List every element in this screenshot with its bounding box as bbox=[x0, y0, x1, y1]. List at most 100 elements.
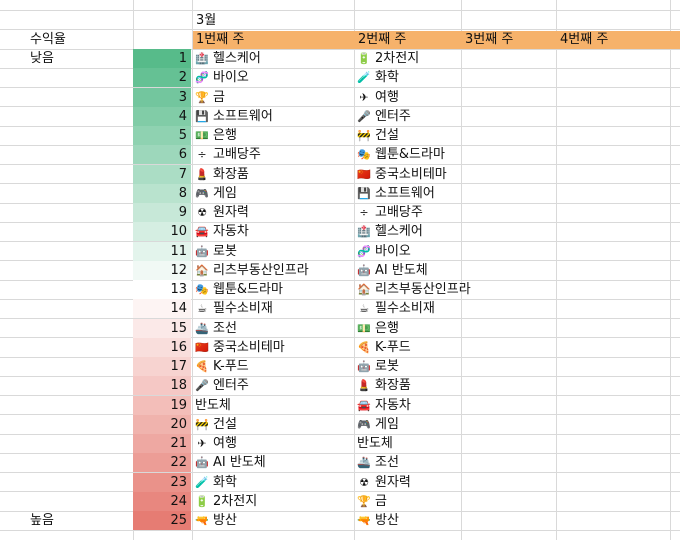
week-2-sector-cell[interactable]: 🏥 헬스케어 bbox=[357, 222, 423, 241]
month-label[interactable]: 3월 bbox=[196, 13, 217, 28]
week-2-sector-cell[interactable]: 🇨🇳 중국소비테마 bbox=[357, 165, 447, 184]
week-1-sector-cell[interactable]: ✈ 여행 bbox=[195, 434, 237, 453]
week-2-sector-cell[interactable]: ÷ 고배당주 bbox=[357, 203, 422, 222]
sector-icon: 🏠 bbox=[357, 283, 371, 296]
week-1-sector-cell[interactable]: 🏥 헬스케어 bbox=[195, 49, 261, 68]
grid-line bbox=[0, 452, 680, 454]
week-2-sector-cell[interactable]: 🧬 바이오 bbox=[357, 242, 411, 261]
high-label[interactable]: 높음 bbox=[30, 513, 54, 528]
rank-cell[interactable]: 9 bbox=[133, 203, 191, 222]
grid-line bbox=[0, 144, 680, 146]
rank-cell[interactable]: 6 bbox=[133, 145, 191, 165]
week-2-sector-cell[interactable]: 🏠 리츠부동산인프라 bbox=[357, 280, 471, 299]
rank-cell[interactable]: 3 bbox=[133, 87, 191, 107]
week-2-sector-cell[interactable]: ✈ 여행 bbox=[357, 88, 399, 107]
week-2-sector-cell[interactable]: 🚧 건설 bbox=[357, 126, 399, 145]
week-2-sector-cell[interactable]: 🏆 금 bbox=[357, 492, 387, 511]
rank-cell[interactable]: 24 bbox=[133, 491, 191, 511]
rank-cell[interactable]: 16 bbox=[133, 337, 191, 357]
week-1-sector-cell[interactable]: ☕ 필수소비재 bbox=[195, 299, 273, 318]
week-2-sector-cell[interactable]: ☢ 원자력 bbox=[357, 473, 411, 492]
week-1-sector-cell[interactable]: 💾 소프트웨어 bbox=[195, 107, 273, 126]
sector-icon: ☢ bbox=[197, 206, 207, 219]
rank-cell[interactable]: 2 bbox=[133, 68, 191, 88]
week-2-sector-cell[interactable]: 🤖 AI 반도체 bbox=[357, 261, 428, 280]
week-1-header[interactable]: 1번째 주 bbox=[196, 32, 245, 47]
week-1-sector-cell[interactable]: 🍕 K-푸드 bbox=[195, 357, 249, 376]
rank-cell[interactable]: 14 bbox=[133, 299, 191, 319]
week-1-sector-cell[interactable]: 반도체 bbox=[195, 396, 231, 415]
rank-cell[interactable]: 18 bbox=[133, 376, 191, 396]
rank-cell[interactable]: 4 bbox=[133, 106, 191, 126]
sector-icon: 🏆 bbox=[195, 90, 209, 104]
rank-cell[interactable]: 22 bbox=[133, 453, 191, 473]
rank-cell[interactable]: 1 bbox=[133, 49, 191, 68]
low-label[interactable]: 낮음 bbox=[30, 51, 54, 66]
week-2-sector-cell[interactable]: 🔋 2차전지 bbox=[357, 49, 419, 68]
rank-cell[interactable]: 15 bbox=[133, 318, 191, 338]
rank-cell[interactable]: 8 bbox=[133, 183, 191, 203]
sector-icon: ☢ bbox=[359, 475, 369, 489]
week-2-sector-cell[interactable]: 🚢 조선 bbox=[357, 453, 399, 472]
week-2-sector-cell[interactable]: 🤖 로봇 bbox=[357, 357, 399, 376]
week-1-sector-cell[interactable]: 🏆 금 bbox=[195, 88, 225, 107]
rank-cell[interactable]: 7 bbox=[133, 164, 191, 184]
week-3-header[interactable]: 3번째 주 bbox=[465, 32, 514, 47]
week-1-sector-cell[interactable]: 🤖 로봇 bbox=[195, 242, 237, 261]
sector-icon: 🧬 bbox=[195, 71, 209, 85]
sector-label: 자동차 bbox=[213, 224, 249, 240]
sector-icon: 🧪 bbox=[195, 475, 209, 489]
week-1-sector-cell[interactable]: 💵 은행 bbox=[195, 126, 237, 145]
week-2-sector-cell[interactable]: 🍕 K-푸드 bbox=[357, 338, 411, 357]
week-1-sector-cell[interactable]: ÷ 고배당주 bbox=[195, 145, 260, 164]
rank-cell[interactable]: 19 bbox=[133, 395, 191, 415]
week-1-sector-cell[interactable]: 🚘 자동차 bbox=[195, 222, 249, 241]
rank-cell[interactable]: 17 bbox=[133, 357, 191, 376]
week-2-sector-cell[interactable]: ☕ 필수소비재 bbox=[357, 299, 435, 318]
week-2-sector-cell[interactable]: 🧪 화학 bbox=[357, 68, 399, 87]
week-2-sector-cell[interactable]: 💵 은행 bbox=[357, 319, 399, 338]
rank-cell[interactable]: 20 bbox=[133, 414, 191, 434]
rank-cell[interactable]: 5 bbox=[133, 126, 191, 145]
sector-label: 2차전지 bbox=[375, 51, 420, 66]
week-1-sector-cell[interactable]: 🧪 화학 bbox=[195, 473, 237, 492]
week-1-sector-cell[interactable]: ☢ 원자력 bbox=[195, 203, 249, 222]
sector-label: 방산 bbox=[213, 513, 237, 528]
rank-cell[interactable]: 13 bbox=[133, 280, 191, 299]
week-2-sector-cell[interactable]: 🎮 게임 bbox=[357, 415, 399, 434]
week-2-sector-cell[interactable]: 💄 화장품 bbox=[357, 376, 411, 395]
return-label[interactable]: 수익율 bbox=[30, 32, 66, 47]
week-1-sector-cell[interactable]: 🚧 건설 bbox=[195, 415, 237, 434]
week-2-header[interactable]: 2번째 주 bbox=[358, 32, 407, 47]
week-1-sector-cell[interactable]: 🎮 게임 bbox=[195, 184, 237, 203]
week-2-sector-cell[interactable]: 🎭 웹툰&드라마 bbox=[357, 145, 445, 164]
grid-line bbox=[0, 491, 680, 493]
rank-cell[interactable]: 25 bbox=[133, 511, 191, 530]
week-1-sector-cell[interactable]: 🧬 바이오 bbox=[195, 68, 249, 87]
week-1-sector-cell[interactable]: 🔋 2차전지 bbox=[195, 492, 257, 511]
week-1-sector-cell[interactable]: 🚢 조선 bbox=[195, 319, 237, 338]
rank-cell[interactable]: 23 bbox=[133, 472, 191, 492]
week-2-sector-cell[interactable]: 🚘 자동차 bbox=[357, 396, 411, 415]
week-2-sector-cell[interactable]: 반도체 bbox=[357, 434, 393, 453]
grid-line bbox=[670, 0, 671, 540]
week-2-sector-cell[interactable]: 💾 소프트웨어 bbox=[357, 184, 435, 203]
rank-cell[interactable]: 12 bbox=[133, 260, 191, 280]
sector-label: 필수소비재 bbox=[213, 301, 273, 317]
week-2-sector-cell[interactable]: 🔫 방산 bbox=[357, 511, 399, 530]
week-1-sector-cell[interactable]: 🇨🇳 중국소비테마 bbox=[195, 338, 285, 357]
week-4-header[interactable]: 4번째 주 bbox=[560, 32, 609, 47]
week-1-sector-cell[interactable]: 🤖 AI 반도체 bbox=[195, 453, 266, 472]
rank-cell[interactable]: 10 bbox=[133, 222, 191, 242]
week-1-sector-cell[interactable]: 💄 화장품 bbox=[195, 165, 249, 184]
sector-label: 은행 bbox=[213, 128, 237, 143]
week-1-sector-cell[interactable]: 🎭 웹툰&드라마 bbox=[195, 280, 283, 299]
rank-cell[interactable]: 11 bbox=[133, 241, 191, 261]
grid-line bbox=[0, 318, 680, 319]
week-1-sector-cell[interactable]: 🎤 엔터주 bbox=[195, 376, 249, 395]
rank-cell[interactable]: 21 bbox=[133, 434, 191, 453]
week-2-sector-cell[interactable]: 🎤 엔터주 bbox=[357, 107, 411, 126]
week-1-sector-cell[interactable]: 🔫 방산 bbox=[195, 511, 237, 530]
week-1-sector-cell[interactable]: 🏠 리츠부동산인프라 bbox=[195, 261, 309, 280]
